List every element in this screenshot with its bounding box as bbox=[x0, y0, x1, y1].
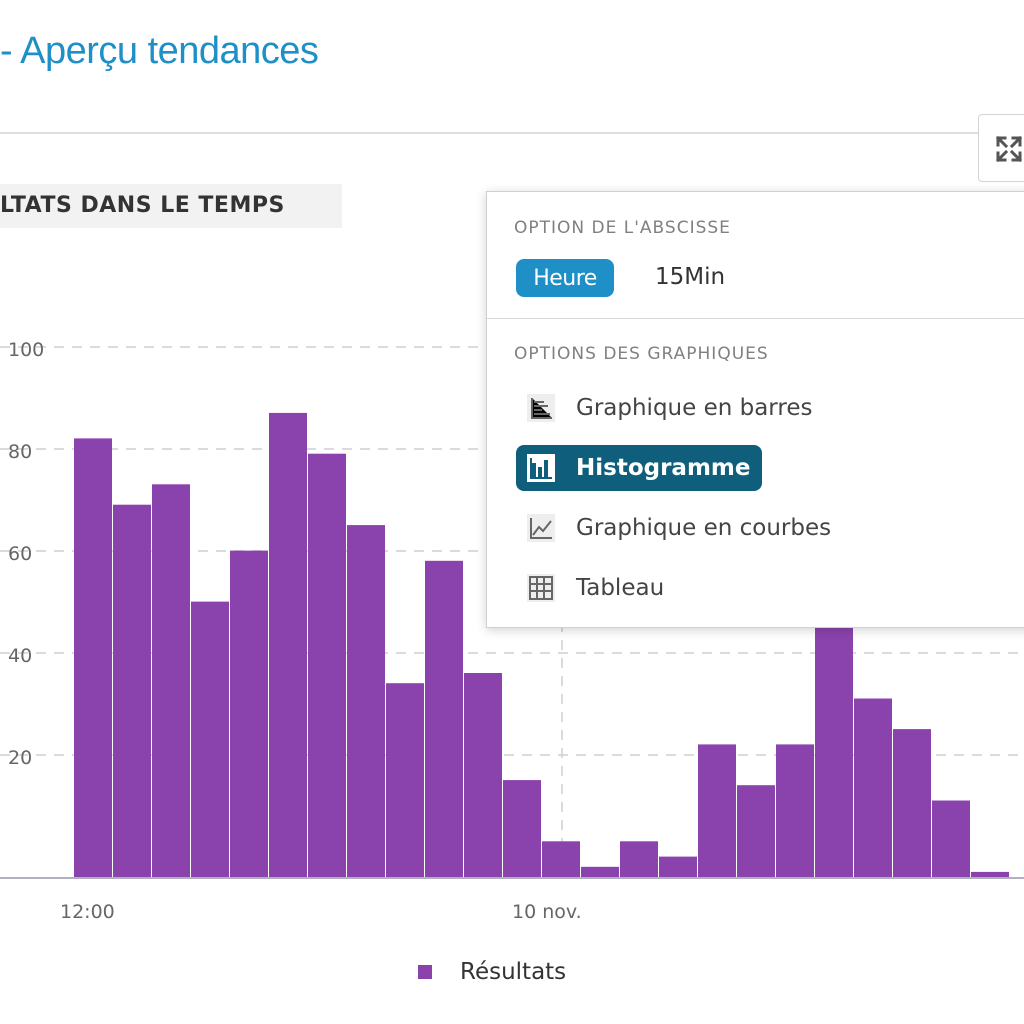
x-tick-label: 10 nov. bbox=[512, 901, 582, 923]
legend-label: Résultats bbox=[460, 959, 567, 985]
chart-legend[interactable]: Résultats bbox=[418, 955, 566, 989]
legend-swatch bbox=[418, 965, 432, 979]
chart-option-label: Tableau bbox=[576, 575, 665, 601]
chart-option-line[interactable]: Graphique en courbes bbox=[516, 505, 831, 551]
histogram-bar[interactable] bbox=[152, 484, 190, 877]
histogram-bar[interactable] bbox=[347, 525, 385, 877]
histogram-bar[interactable] bbox=[191, 601, 229, 877]
histogram-icon bbox=[527, 454, 555, 482]
expand-button[interactable] bbox=[978, 114, 1024, 182]
chart-option-histogram[interactable]: Histogramme bbox=[516, 445, 763, 491]
chart-option-table[interactable]: Tableau bbox=[516, 565, 664, 611]
histogram-bar[interactable] bbox=[815, 611, 853, 877]
histogram-bar[interactable] bbox=[269, 412, 307, 877]
page-title: - Aperçu tendances bbox=[0, 30, 319, 72]
histogram-bar[interactable] bbox=[464, 673, 502, 877]
histogram-bar[interactable] bbox=[971, 871, 1009, 877]
histogram-bar[interactable] bbox=[74, 438, 112, 877]
histogram-bar[interactable] bbox=[425, 560, 463, 877]
header-divider bbox=[0, 132, 1024, 134]
y-tick-label: 40 bbox=[8, 645, 32, 667]
histogram-bar[interactable] bbox=[542, 841, 580, 877]
axis-option-hour[interactable]: Heure bbox=[516, 259, 614, 297]
section-title: LTATS DANS LE TEMPS bbox=[0, 184, 342, 228]
axis-options-heading: OPTION DE L'ABSCISSE bbox=[514, 218, 731, 238]
histogram-bar[interactable] bbox=[620, 841, 658, 877]
chart-option-label: Graphique en courbes bbox=[576, 515, 832, 541]
histogram-bar[interactable] bbox=[113, 504, 151, 877]
bar-chart-icon bbox=[527, 394, 555, 422]
histogram-bar[interactable] bbox=[659, 856, 697, 877]
chart-option-label: Graphique en barres bbox=[576, 395, 813, 421]
y-tick-label: 20 bbox=[8, 747, 32, 769]
x-tick-label: 12:00 bbox=[60, 901, 115, 923]
line-chart-icon bbox=[527, 514, 555, 542]
histogram-bar[interactable] bbox=[893, 729, 931, 877]
dropdown-divider bbox=[487, 318, 1024, 319]
histogram-bar[interactable] bbox=[737, 785, 775, 877]
histogram-bar[interactable] bbox=[308, 453, 346, 877]
histogram-bar[interactable] bbox=[698, 744, 736, 877]
histogram-bar[interactable] bbox=[854, 698, 892, 878]
table-grid-icon bbox=[527, 574, 555, 602]
chart-option-bar[interactable]: Graphique en barres bbox=[516, 385, 812, 431]
chart-options-heading: OPTIONS DES GRAPHIQUES bbox=[514, 344, 769, 364]
histogram-bar[interactable] bbox=[230, 550, 268, 877]
chart-option-label: Histogramme bbox=[576, 455, 751, 481]
histogram-bar[interactable] bbox=[386, 683, 424, 877]
histogram-bar[interactable] bbox=[503, 780, 541, 877]
histogram-bar[interactable] bbox=[581, 866, 619, 877]
histogram-bar[interactable] bbox=[776, 744, 814, 877]
histogram-bar[interactable] bbox=[932, 800, 970, 878]
y-tick-label: 100 bbox=[8, 339, 44, 361]
y-tick-label: 60 bbox=[8, 543, 32, 565]
axis-option-15min[interactable]: 15Min bbox=[655, 264, 726, 290]
chart-options-dropdown: OPTION DE L'ABSCISSE Heure 15Min OPTIONS… bbox=[486, 191, 1024, 628]
y-tick-label: 80 bbox=[8, 441, 32, 463]
expand-arrows-icon bbox=[995, 135, 1023, 163]
